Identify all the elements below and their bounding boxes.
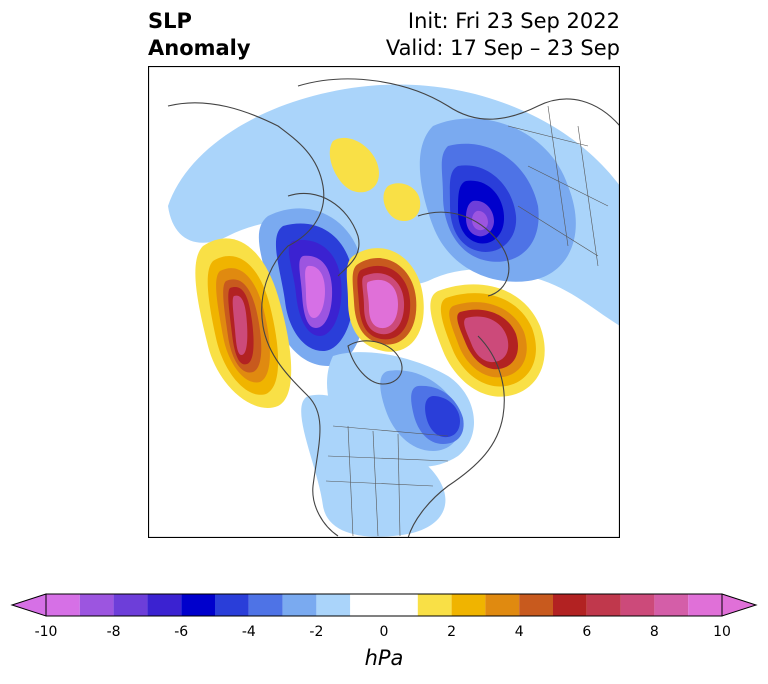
colorbar-tick-label: -8 [106,624,121,640]
colorbar-tick-label: -6 [174,624,189,640]
colorbar-cell [417,594,452,616]
colorbar-cell [451,594,486,616]
colorbar-tick-label: 2 [447,624,457,640]
colorbar-tick-label: 10 [713,624,731,640]
colorbar-cell [654,594,689,616]
country-borders [325,105,609,537]
colorbar-cell [147,594,182,616]
init-date: Init: Fri 23 Sep 2022 [407,9,620,33]
colorbar-unit: hPa [364,646,404,670]
colorbar-cell [79,594,114,616]
colorbar-frame [45,593,723,617]
colorbar-tick-label: -2 [309,624,324,640]
colorbar-extend-min [10,593,47,617]
negative-anomaly-na [301,394,446,537]
colorbar-cell [620,594,655,616]
positive-anomaly-greenland [329,137,379,193]
positive-anomaly-scand [383,183,421,222]
valid-period: Init: Fri 23 Sep 2022 Valid: 17 Sep – 23… [386,8,620,62]
slp-anomaly-map [148,66,620,538]
colorbar-cell [350,594,418,616]
colorbar-cell [282,594,317,616]
colorbar-cell [215,594,249,616]
colorbar-cell [519,594,553,616]
coastlines [167,78,620,538]
colorbar-cell [485,594,520,616]
colorbar-cell [248,594,283,616]
colorbar-extend-max [721,593,758,617]
colorbar-cell [113,594,148,616]
colorbar-tick-label: -4 [241,624,256,640]
valid-range: Valid: 17 Sep – 23 Sep [385,36,620,60]
colorbar-tick-label: 6 [582,624,592,640]
colorbar-cell [586,594,621,616]
colorbar-cell [553,594,587,616]
colorbar-tick-label: -10 [34,624,58,640]
map-title: SLP Anomaly [148,8,251,62]
colorbar-cell [316,594,351,616]
title-line-2: Anomaly [148,36,251,60]
colorbar-cell [46,594,80,616]
colorbar-cell [688,594,722,616]
colorbar-tick-label: 4 [514,624,524,640]
colorbar-cell [181,594,215,616]
colorbar-tick-label: 8 [649,624,659,640]
title-line-1: SLP [148,9,192,33]
colorbar-tick-label: 0 [379,624,389,640]
colorbar [10,593,758,617]
